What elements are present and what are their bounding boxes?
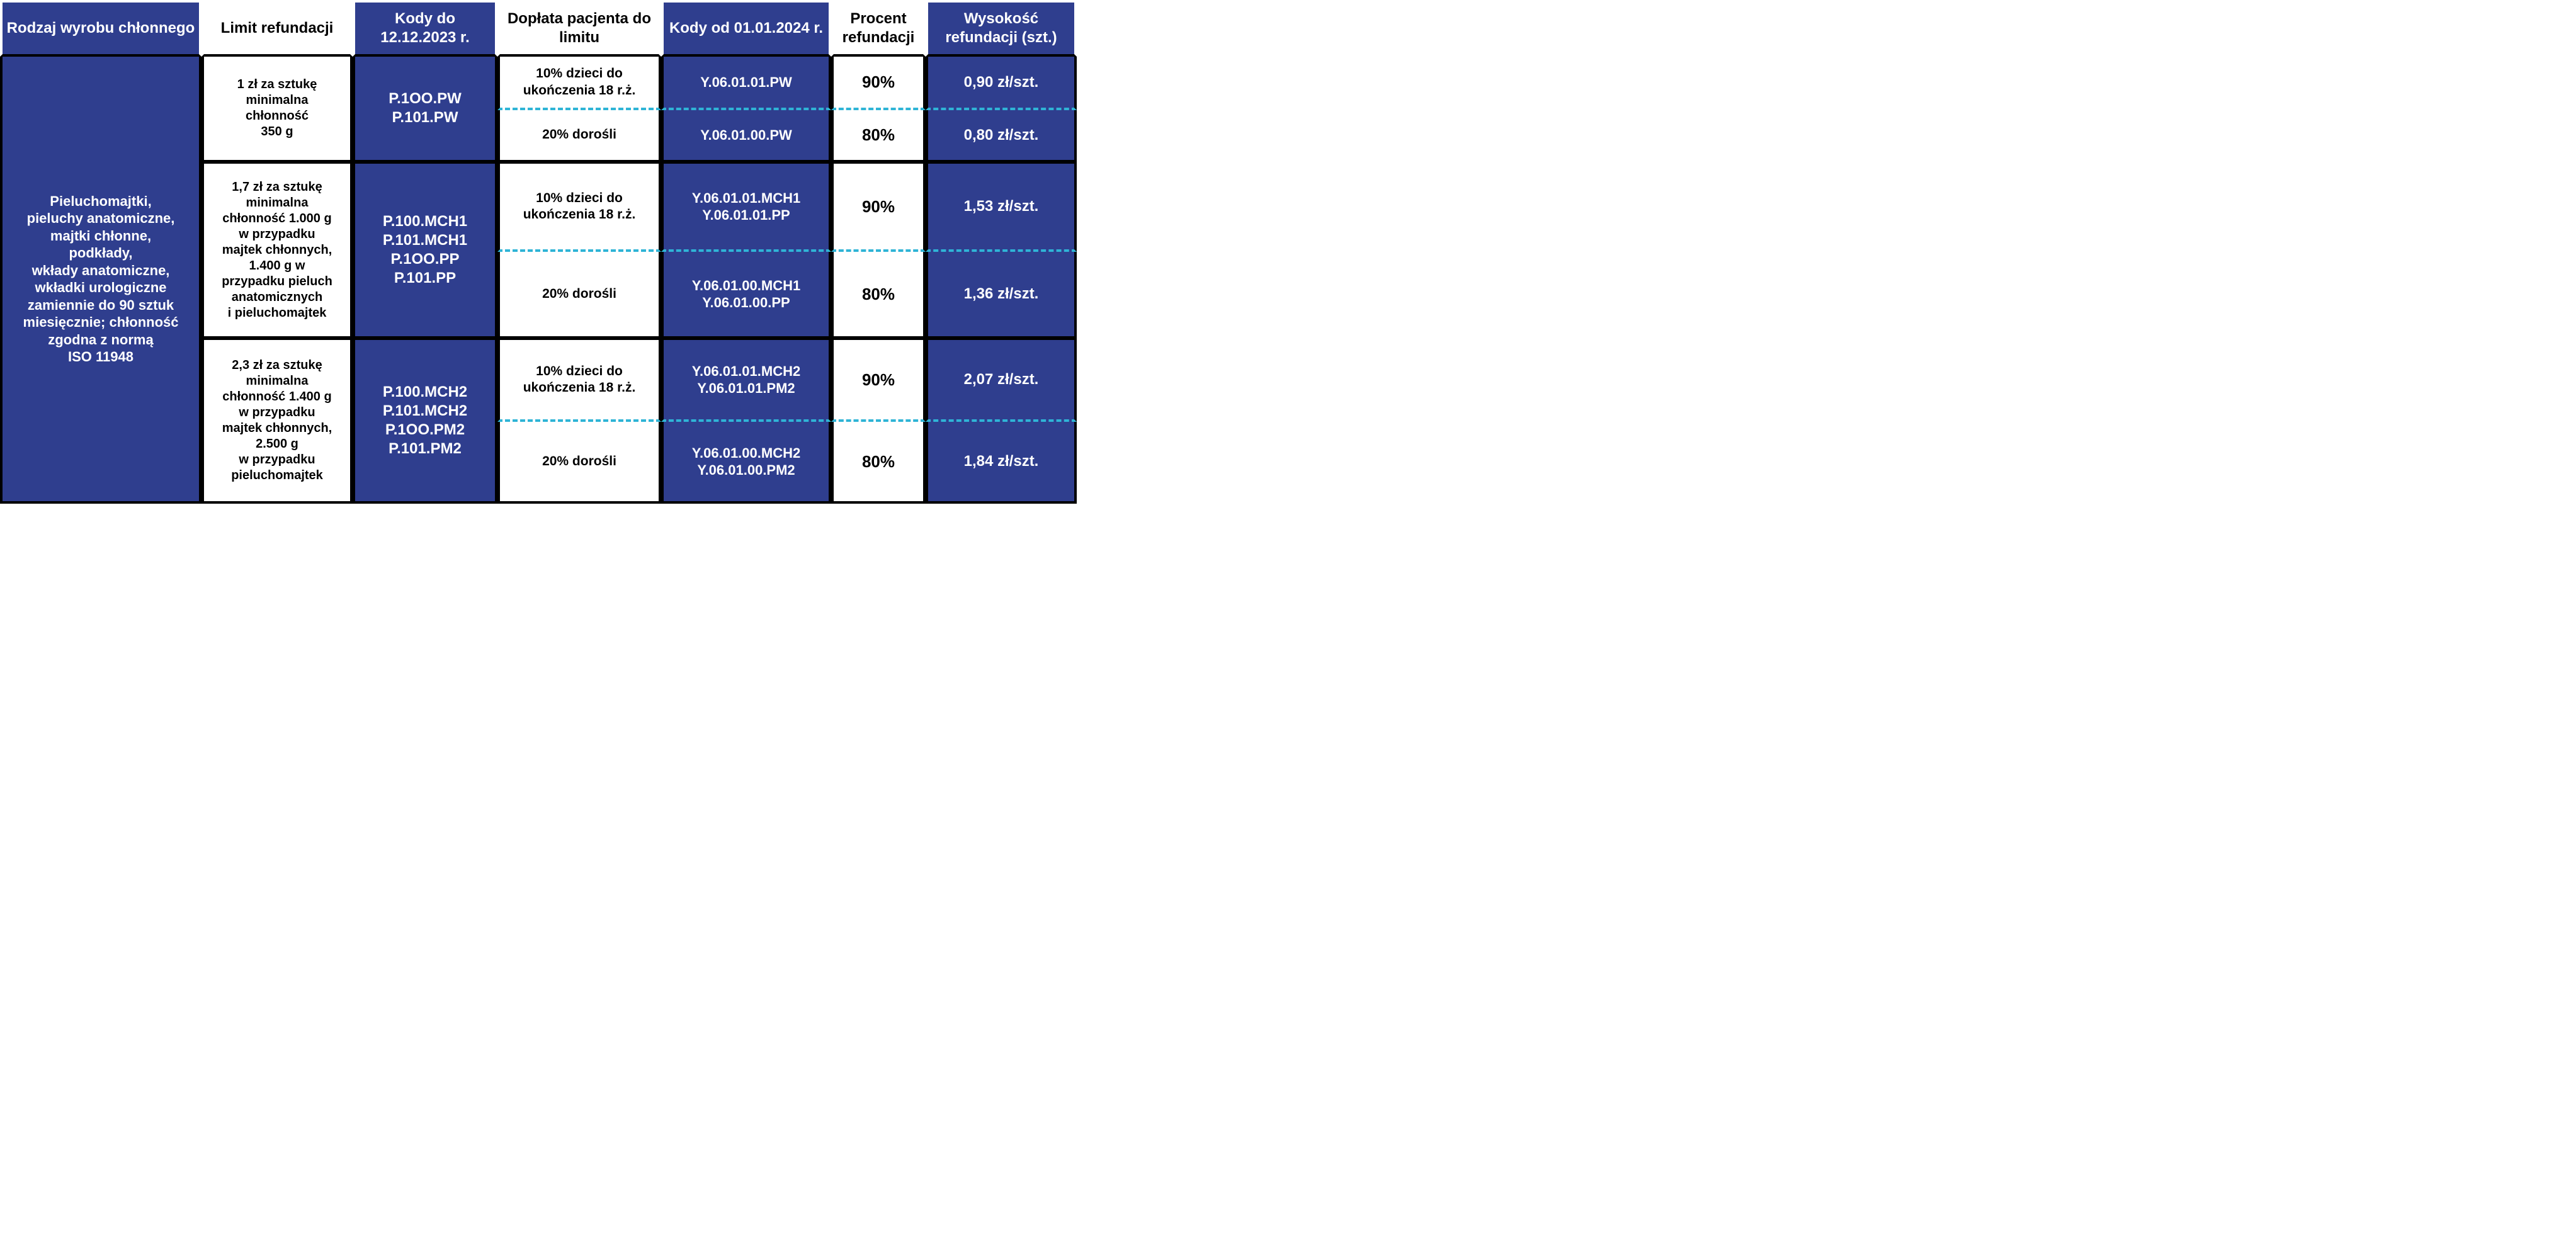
codes-old-cell: P.100.MCH2 P.101.MCH2 P.1OO.PM2 P.101.PM… bbox=[353, 340, 497, 504]
copay-cell: 20% dorośli bbox=[497, 110, 661, 164]
header-c7: Wysokość refundacji (szt.) bbox=[926, 0, 1077, 57]
header-c4: Dopłata pacjenta do limitu bbox=[497, 0, 661, 57]
row-label: Pieluchomajtki, pieluchy anatomiczne, ma… bbox=[0, 57, 201, 504]
copay-cell: 10% dzieci do ukończenia 18 r.ż. bbox=[497, 57, 661, 110]
header-c2: Limit refundacji bbox=[201, 0, 353, 57]
copay-cell: 10% dzieci do ukończenia 18 r.ż. bbox=[497, 340, 661, 422]
amount-cell: 2,07 zł/szt. bbox=[926, 340, 1077, 422]
percent-cell: 80% bbox=[831, 110, 926, 164]
percent-cell: 90% bbox=[831, 57, 926, 110]
codes-new-cell: Y.06.01.01.PW bbox=[661, 57, 831, 110]
amount-cell: 0,80 zł/szt. bbox=[926, 110, 1077, 164]
limit-cell: 1,7 zł za sztukę minimalna chłonność 1.0… bbox=[201, 164, 353, 340]
copay-cell: 10% dzieci do ukończenia 18 r.ż. bbox=[497, 164, 661, 252]
codes-new-cell: Y.06.01.00.MCH2 Y.06.01.00.PM2 bbox=[661, 422, 831, 504]
percent-cell: 80% bbox=[831, 422, 926, 504]
percent-cell: 90% bbox=[831, 340, 926, 422]
header-c3: Kody do 12.12.2023 r. bbox=[353, 0, 497, 57]
codes-new-cell: Y.06.01.00.PW bbox=[661, 110, 831, 164]
copay-cell: 20% dorośli bbox=[497, 252, 661, 340]
codes-new-cell: Y.06.01.01.MCH1 Y.06.01.01.PP bbox=[661, 164, 831, 252]
percent-cell: 90% bbox=[831, 164, 926, 252]
amount-cell: 1,84 zł/szt. bbox=[926, 422, 1077, 504]
percent-cell: 80% bbox=[831, 252, 926, 340]
reimbursement-table: Rodzaj wyrobu chłonnegoLimit refundacjiK… bbox=[0, 0, 1077, 504]
header-c6: Procent refundacji bbox=[831, 0, 926, 57]
header-c5: Kody od 01.01.2024 r. bbox=[661, 0, 831, 57]
copay-cell: 20% dorośli bbox=[497, 422, 661, 504]
amount-cell: 1,36 zł/szt. bbox=[926, 252, 1077, 340]
limit-cell: 1 zł za sztukę minimalna chłonność 350 g bbox=[201, 57, 353, 164]
amount-cell: 0,90 zł/szt. bbox=[926, 57, 1077, 110]
amount-cell: 1,53 zł/szt. bbox=[926, 164, 1077, 252]
codes-old-cell: P.1OO.PW P.101.PW bbox=[353, 57, 497, 164]
codes-new-cell: Y.06.01.00.MCH1 Y.06.01.00.PP bbox=[661, 252, 831, 340]
codes-new-cell: Y.06.01.01.MCH2 Y.06.01.01.PM2 bbox=[661, 340, 831, 422]
limit-cell: 2,3 zł za sztukę minimalna chłonność 1.4… bbox=[201, 340, 353, 504]
header-c1: Rodzaj wyrobu chłonnego bbox=[0, 0, 201, 57]
codes-old-cell: P.100.MCH1 P.101.MCH1 P.1OO.PP P.101.PP bbox=[353, 164, 497, 340]
